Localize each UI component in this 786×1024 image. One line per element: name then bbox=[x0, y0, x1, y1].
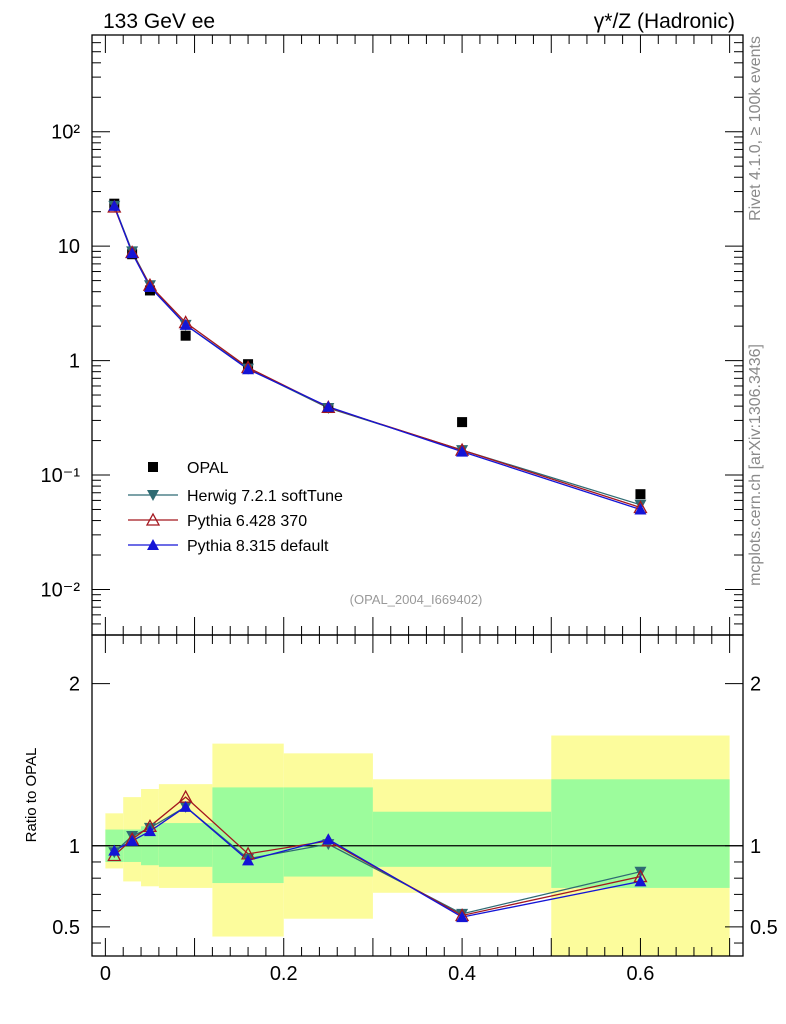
data-point bbox=[108, 199, 121, 211]
legend-label: OPAL bbox=[187, 460, 229, 477]
ratio-panel-frame bbox=[91, 634, 744, 957]
ratio-y-tick-label: 0.5 bbox=[52, 917, 80, 939]
ratio-data-point bbox=[126, 834, 139, 846]
header-left-label: 133 GeV ee bbox=[103, 10, 215, 33]
data-point bbox=[242, 363, 255, 375]
x-tick-label: 0.6 bbox=[627, 963, 655, 985]
green-band bbox=[158, 823, 213, 867]
y-tick-label: 10² bbox=[51, 122, 80, 144]
data-point bbox=[635, 489, 646, 500]
ratio-data-point bbox=[242, 854, 255, 866]
data-point bbox=[180, 330, 191, 341]
legend-label: Herwig 7.2.1 softTune bbox=[187, 488, 343, 505]
legend-marker bbox=[147, 490, 159, 501]
ratio-data-point bbox=[322, 833, 335, 845]
ratio-uncertainty-bands bbox=[92, 735, 743, 956]
green-band bbox=[212, 787, 284, 884]
data-point bbox=[143, 280, 156, 292]
legend-marker bbox=[148, 462, 158, 472]
y-tick-label: 1 bbox=[69, 351, 80, 373]
rivet-version-label: Rivet 4.1.0, ≥ 100k events bbox=[747, 36, 764, 221]
ratio-panel-ticks: 0.5 0.5 1 1 2 2 0 0.2 0.4 0.6 bbox=[52, 635, 778, 985]
x-tick-label: 0 bbox=[100, 963, 111, 985]
ratio-data-point bbox=[634, 866, 647, 878]
header-right-label: γ*/Z (Hadronic) bbox=[594, 10, 735, 33]
ratio-y-tick-label-right: 2 bbox=[750, 674, 761, 696]
legend-label: Pythia 8.315 default bbox=[187, 538, 329, 555]
ratio-panel-series bbox=[107, 789, 648, 923]
y-tick-label: 10⁻² bbox=[41, 579, 81, 601]
ratio-y-axis-label: Ratio to OPAL bbox=[23, 748, 40, 843]
ratio-data-point bbox=[179, 800, 192, 812]
y-tick-label: 10⁻¹ bbox=[41, 465, 81, 487]
data-point bbox=[457, 417, 468, 428]
analysis-id-label: (OPAL_2004_I669402) bbox=[350, 592, 483, 607]
ratio-data-point bbox=[143, 825, 156, 837]
data-point bbox=[456, 445, 469, 457]
ratio-y-tick-label-right: 0.5 bbox=[750, 917, 778, 939]
ratio-data-point bbox=[634, 875, 647, 887]
ratio-y-tick-label: 1 bbox=[69, 836, 80, 858]
main-panel-series bbox=[107, 198, 648, 515]
ratio-data-point bbox=[456, 911, 469, 923]
x-tick-label: 0.4 bbox=[448, 963, 476, 985]
ratio-y-tick-label: 2 bbox=[69, 674, 80, 696]
data-point bbox=[322, 400, 335, 412]
legend-marker bbox=[145, 512, 161, 526]
green-band bbox=[372, 811, 552, 867]
y-tick-label: 10 bbox=[58, 236, 80, 258]
x-tick-label: 0.2 bbox=[270, 963, 298, 985]
ratio-y-tick-label-right: 1 bbox=[750, 836, 761, 858]
mcplots-credit-label: mcplots.cern.ch [arXiv:1306.3436] bbox=[747, 344, 764, 586]
legend-marker bbox=[147, 539, 159, 550]
data-point bbox=[126, 247, 139, 259]
legend: OPAL Herwig 7.2.1 softTune Pythia 6.428 37… bbox=[128, 460, 343, 555]
main-panel-ticks: 10⁻² 10⁻¹ 1 10 10² bbox=[41, 34, 743, 636]
ratio-data-point bbox=[108, 844, 121, 856]
data-point bbox=[634, 503, 647, 515]
ratio-series-line bbox=[113, 796, 641, 917]
legend-label: Pythia 6.428 370 bbox=[187, 513, 307, 530]
green-band bbox=[283, 787, 373, 877]
data-point bbox=[179, 318, 192, 330]
